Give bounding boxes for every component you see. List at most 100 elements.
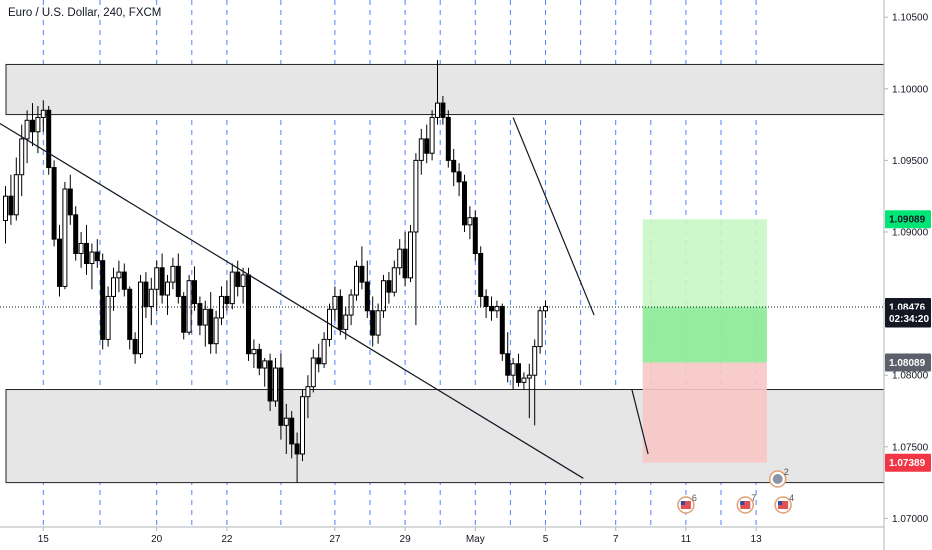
candle [283,403,289,454]
candle [505,332,511,383]
x-tick-label: 29 [400,534,412,545]
candle-body [456,171,462,183]
candle [537,306,543,354]
candle [451,148,457,187]
candle [46,105,52,175]
candle-body [84,242,89,264]
candle-body [57,238,62,287]
x-tick-label: 5 [543,534,549,545]
candle [310,349,316,393]
candle [67,174,73,225]
candle-body [24,119,30,140]
candle-body [105,295,111,340]
time-axis[interactable]: 15 20 22 27 29 May 5 7 11 13 [0,526,884,545]
candle-body [246,274,251,355]
candle [94,239,100,268]
y-tick-label: 1.10500 [892,13,929,24]
candle-body [462,181,467,226]
economic-events[interactable]: 6 7 4 2 [677,467,794,514]
y-tick-label: 1.07000 [892,514,929,525]
candle [397,239,403,275]
candle-body [159,267,165,296]
candle-body [262,360,268,369]
candle [462,174,467,232]
hand-shape [772,474,783,484]
candle-body [526,374,532,379]
candle-body [62,188,68,287]
candle [359,246,365,290]
candle-body [229,271,235,305]
candle [159,253,165,304]
candle [138,274,143,359]
price-tag: 1.09089 [885,210,931,229]
candle [499,303,505,361]
candle [375,303,381,344]
price-tag-bg [885,309,931,328]
candle [273,358,278,407]
candle-body [505,353,511,376]
x-tick-label: 20 [151,534,163,545]
candle-body [397,248,403,269]
candle [116,260,122,293]
candle [316,343,322,373]
trendlines[interactable] [0,117,884,479]
candle-body [30,119,35,133]
candle [213,310,219,354]
y-tick-label: 1.09500 [892,156,929,167]
candle [13,157,19,221]
candle [408,224,413,283]
candle [170,257,176,290]
candle-body [408,231,413,279]
candle [489,296,494,321]
candle-body [148,288,154,307]
candle-body [267,360,273,402]
candle [483,289,489,318]
candle [521,372,527,390]
candle-body [472,217,478,254]
flag-stripes [680,501,691,509]
candle [472,210,478,261]
y-tick-label: 1.09000 [892,227,929,238]
candle-body [364,281,370,312]
event-count: 2 [784,467,789,477]
candle-body [116,271,122,279]
price-tag-label: 1.08089 [889,358,926,369]
candle [332,286,338,321]
candle [57,224,62,297]
candle-body [305,386,311,398]
candle [424,124,430,164]
candle [186,274,192,336]
candle [208,292,214,354]
x-tick-label: 15 [38,534,50,545]
long-position-tool[interactable] [642,219,767,463]
candle-body [197,303,203,326]
candle-body [256,348,262,369]
candle [62,181,68,290]
candle-body [154,267,160,290]
candle [278,353,284,440]
candle-body [510,363,516,376]
candle [148,277,154,326]
candle-body [294,443,300,455]
candle [305,375,311,419]
candle-body [67,188,73,216]
candle [51,160,57,247]
candle-body [208,308,214,345]
event-count: 6 [692,493,697,503]
price-tag-label: 1.08476 [889,303,926,314]
candle [246,267,251,361]
flag-canton [740,501,745,505]
price-tag-bg [885,353,931,372]
candle-body [418,138,424,161]
candle [8,174,14,225]
candle-body [240,274,246,287]
candle-body [348,294,354,316]
candle [100,253,106,350]
candle [192,266,197,311]
candle [84,224,89,275]
candle-body [424,138,430,154]
chart-title: Euro / U.S. Dollar, 240, FXCM [6,6,164,20]
price-tag: 1.08089 [885,353,931,372]
candle [510,358,516,390]
